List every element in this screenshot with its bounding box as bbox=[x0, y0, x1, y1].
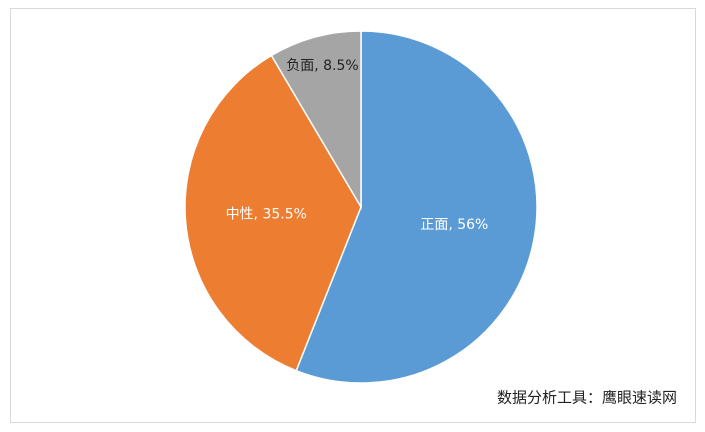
data-label: 负面, 8.5% bbox=[286, 58, 358, 74]
pie-slice bbox=[295, 30, 538, 384]
annotation: 数据分析工具：鹰眼速读网 bbox=[497, 389, 677, 407]
data-label: 正面, 56% bbox=[420, 217, 488, 233]
pie-slice bbox=[270, 30, 362, 210]
data-label: 中性, 35.5% bbox=[226, 206, 307, 222]
pie-slice bbox=[184, 54, 362, 372]
